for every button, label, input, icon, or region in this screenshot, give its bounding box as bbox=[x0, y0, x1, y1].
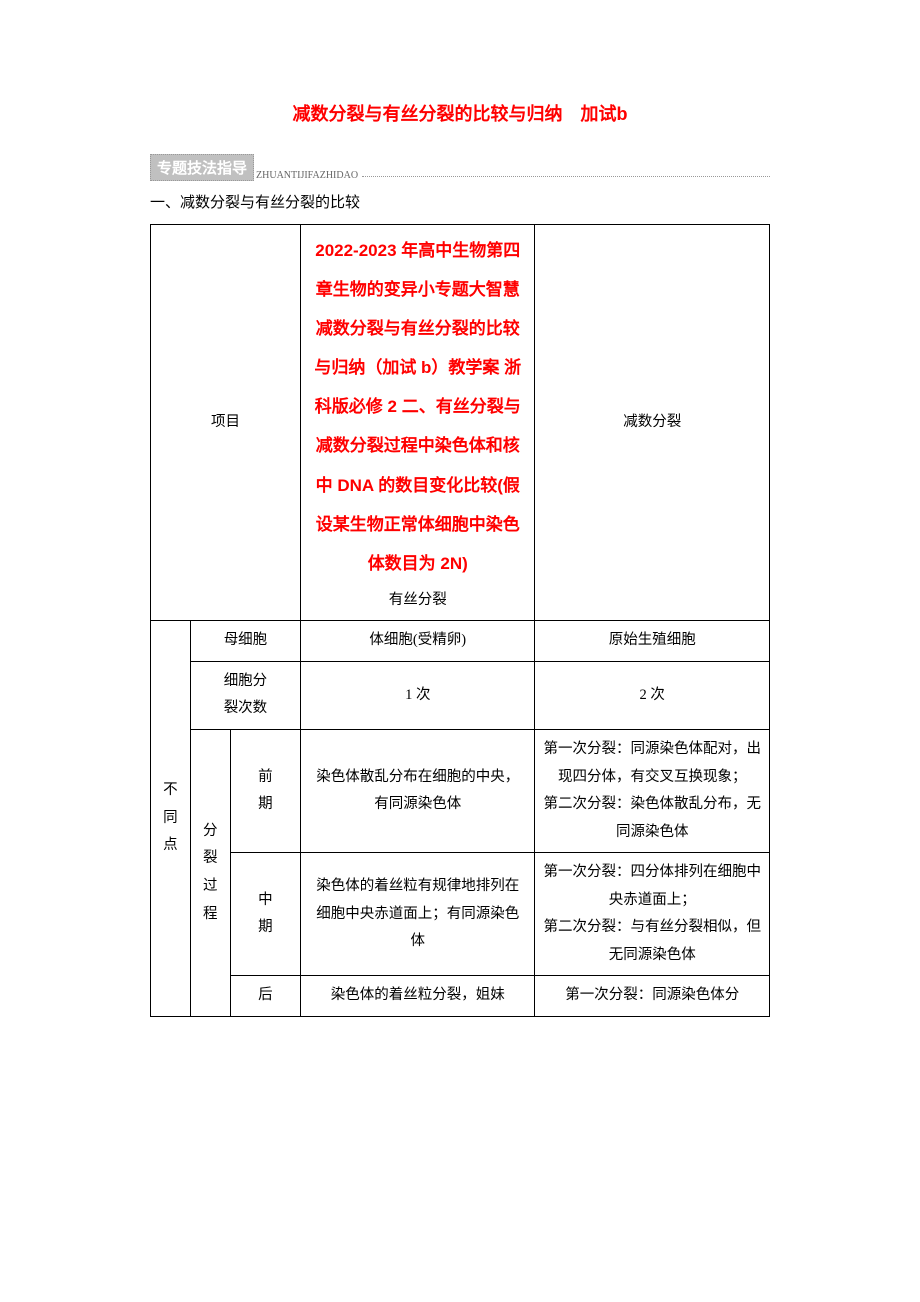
main-title: 减数分裂与有丝分裂的比较与归纳 加试b bbox=[150, 100, 770, 126]
label-line2: 裂次数 bbox=[224, 700, 268, 716]
label-q1: 前 bbox=[258, 769, 273, 785]
cell-muxibao-label: 母细胞 bbox=[190, 621, 300, 662]
section-badge: 专题技法指导 bbox=[150, 154, 254, 181]
label-z2: 期 bbox=[258, 919, 273, 935]
cell-zhongqi-label: 中 期 bbox=[230, 853, 300, 976]
cell-qianqi-mitosis: 染色体散乱分布在细胞的中央，有同源染色体 bbox=[301, 730, 535, 853]
label-z1: 中 bbox=[258, 892, 273, 908]
header-mitosis-label: 有丝分裂 bbox=[389, 592, 447, 608]
label-q2: 期 bbox=[258, 796, 273, 812]
subsection-heading: 一、减数分裂与有丝分裂的比较 bbox=[150, 191, 770, 212]
cell-zhongqi-meiosis: 第一次分裂：四分体排列在细胞中央赤道面上；第二次分裂：与有丝分裂相似，但无同源染… bbox=[535, 853, 770, 976]
cell-qianqi-label: 前 期 bbox=[230, 730, 300, 853]
cell-qianqi-meiosis: 第一次分裂：同源染色体配对，出现四分体，有交叉互换现象；第二次分裂：染色体散乱分… bbox=[535, 730, 770, 853]
cell-houqi-label: 后 bbox=[230, 976, 300, 1017]
dotted-line bbox=[362, 176, 770, 177]
label-butong: 不同点 bbox=[163, 782, 178, 853]
header-cell-xiangmu: 项目 bbox=[151, 225, 301, 621]
header-red-text: 2022-2023 年高中生物第四章生物的变异小专题大智慧减数分裂与有丝分裂的比… bbox=[309, 231, 526, 583]
cell-houqi-meiosis: 第一次分裂：同源染色体分 bbox=[535, 976, 770, 1017]
table-row: 分裂过程 前 期 染色体散乱分布在细胞的中央，有同源染色体 第一次分裂：同源染色… bbox=[151, 730, 770, 853]
label-fenlieguo: 分裂过程 bbox=[203, 823, 218, 922]
cell-butongdian: 不同点 bbox=[151, 621, 191, 1017]
table-row: 不同点 母细胞 体细胞(受精卵) 原始生殖细胞 bbox=[151, 621, 770, 662]
header-cell-mitosis: 2022-2023 年高中生物第四章生物的变异小专题大智慧减数分裂与有丝分裂的比… bbox=[301, 225, 535, 621]
cell-fenliecishu-meiosis: 2 次 bbox=[535, 661, 770, 729]
label-line1: 细胞分 bbox=[224, 673, 268, 689]
table-row: 细胞分 裂次数 1 次 2 次 bbox=[151, 661, 770, 729]
table-header-row: 项目 2022-2023 年高中生物第四章生物的变异小专题大智慧减数分裂与有丝分… bbox=[151, 225, 770, 621]
cell-fenlieguocheng: 分裂过程 bbox=[190, 730, 230, 1017]
document-page: 减数分裂与有丝分裂的比较与归纳 加试b 专题技法指导 ZHUANTIJIFAZH… bbox=[0, 0, 920, 1047]
section-header-row: 专题技法指导 ZHUANTIJIFAZHIDAO bbox=[150, 154, 770, 181]
cell-fenliecishu-mitosis: 1 次 bbox=[301, 661, 535, 729]
table-row: 中 期 染色体的着丝粒有规律地排列在细胞中央赤道面上；有同源染色体 第一次分裂：… bbox=[151, 853, 770, 976]
cell-muxibao-mitosis: 体细胞(受精卵) bbox=[301, 621, 535, 662]
table-row: 后 染色体的着丝粒分裂，姐妹 第一次分裂：同源染色体分 bbox=[151, 976, 770, 1017]
comparison-table: 项目 2022-2023 年高中生物第四章生物的变异小专题大智慧减数分裂与有丝分… bbox=[150, 224, 770, 1017]
cell-zhongqi-mitosis: 染色体的着丝粒有规律地排列在细胞中央赤道面上；有同源染色体 bbox=[301, 853, 535, 976]
header-cell-meiosis: 减数分裂 bbox=[535, 225, 770, 621]
section-pinyin: ZHUANTIJIFAZHIDAO bbox=[256, 170, 358, 181]
cell-fenliecishu-label: 细胞分 裂次数 bbox=[190, 661, 300, 729]
cell-houqi-mitosis: 染色体的着丝粒分裂，姐妹 bbox=[301, 976, 535, 1017]
cell-muxibao-meiosis: 原始生殖细胞 bbox=[535, 621, 770, 662]
